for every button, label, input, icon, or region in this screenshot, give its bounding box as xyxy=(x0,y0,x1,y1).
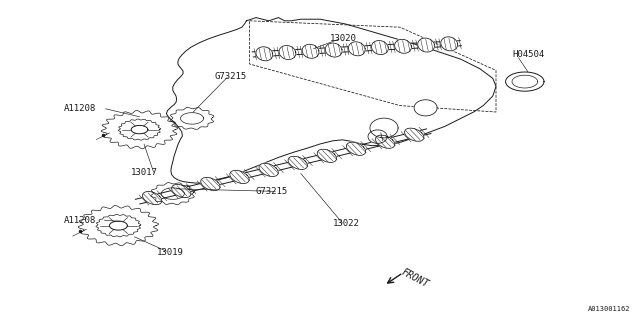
Text: A11208: A11208 xyxy=(64,104,96,113)
Polygon shape xyxy=(325,43,342,57)
Polygon shape xyxy=(414,100,437,116)
Text: 13020: 13020 xyxy=(330,34,356,43)
Text: 13017: 13017 xyxy=(131,168,158,177)
Polygon shape xyxy=(370,118,398,138)
Text: G73215: G73215 xyxy=(256,188,288,196)
Polygon shape xyxy=(256,47,273,61)
Polygon shape xyxy=(372,41,388,54)
Polygon shape xyxy=(172,184,191,197)
Text: 13022: 13022 xyxy=(333,220,360,228)
Polygon shape xyxy=(395,39,412,53)
Polygon shape xyxy=(418,38,435,52)
Polygon shape xyxy=(201,177,220,190)
Polygon shape xyxy=(230,170,249,183)
Polygon shape xyxy=(302,44,319,58)
Polygon shape xyxy=(279,45,296,60)
Polygon shape xyxy=(404,128,424,141)
Polygon shape xyxy=(348,42,365,56)
Text: G73215: G73215 xyxy=(214,72,246,81)
Text: FRONT: FRONT xyxy=(400,267,431,290)
Polygon shape xyxy=(346,142,365,155)
Polygon shape xyxy=(259,163,278,176)
Text: A11208: A11208 xyxy=(64,216,96,225)
Polygon shape xyxy=(368,130,387,143)
Polygon shape xyxy=(441,37,458,51)
Polygon shape xyxy=(288,156,307,169)
Text: A013001162: A013001162 xyxy=(588,306,630,312)
Text: H04504: H04504 xyxy=(512,50,544,59)
Polygon shape xyxy=(317,149,337,162)
Text: 13019: 13019 xyxy=(157,248,184,257)
Polygon shape xyxy=(376,135,395,148)
Polygon shape xyxy=(143,191,162,204)
